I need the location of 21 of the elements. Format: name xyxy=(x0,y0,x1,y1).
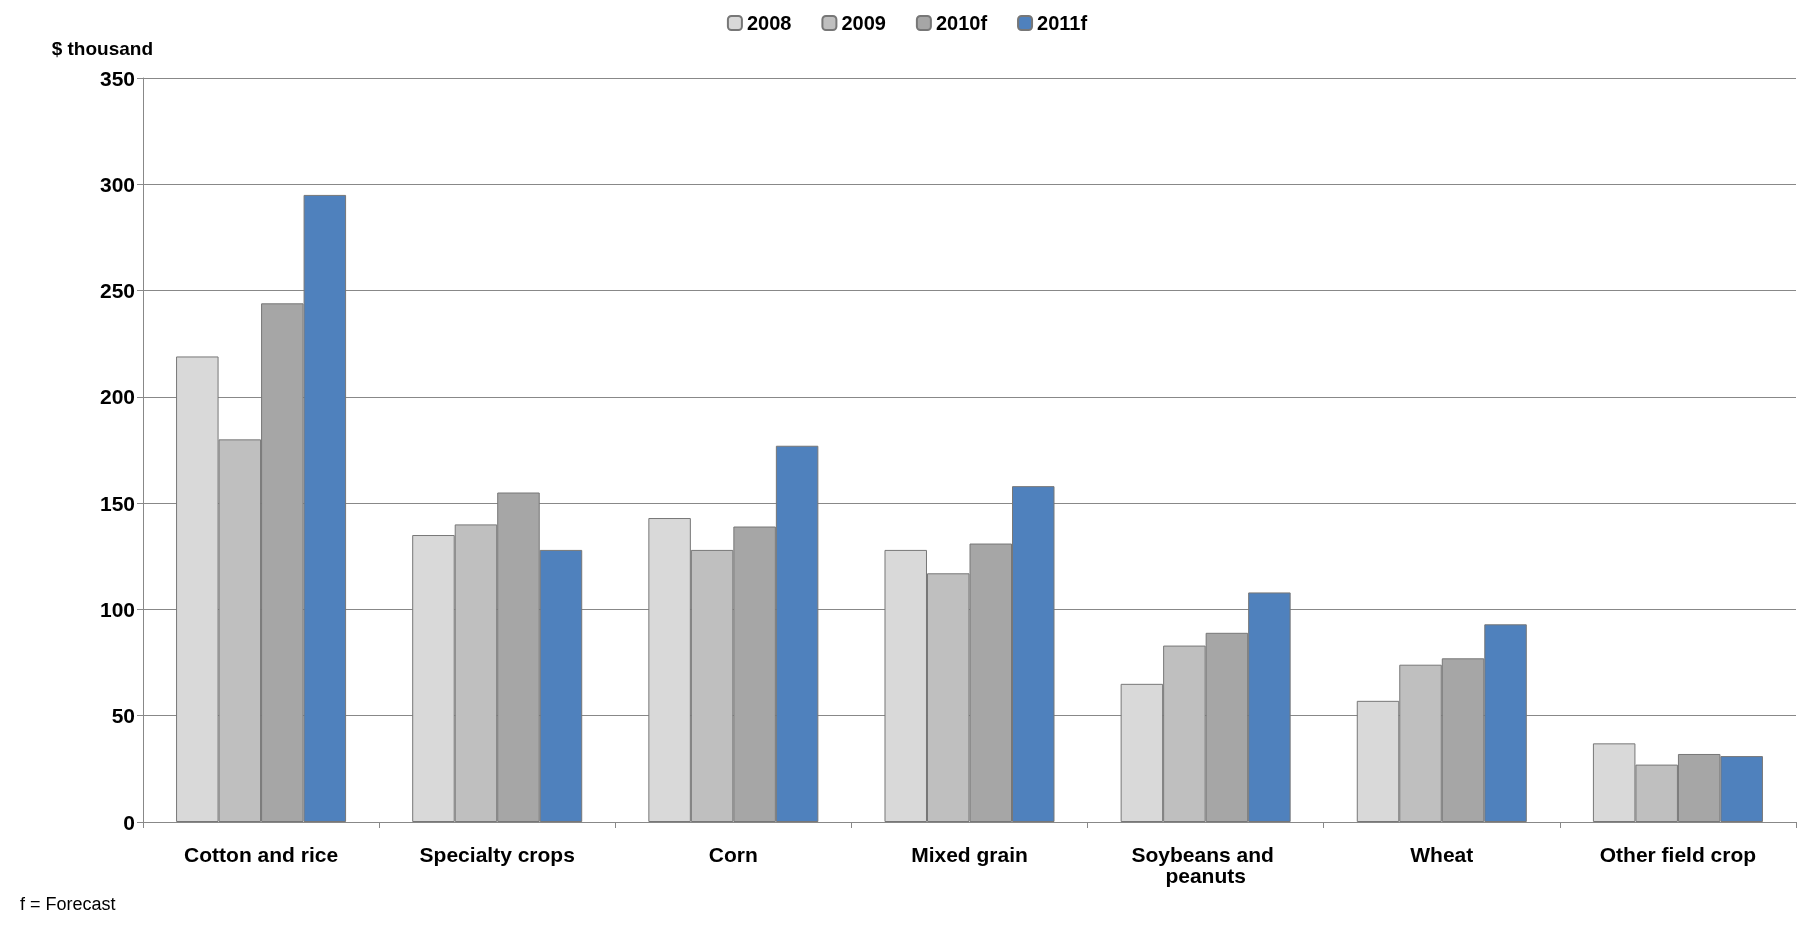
legend-label: 2010f xyxy=(935,12,988,34)
legend-label: 2008 xyxy=(746,12,792,34)
y-tick-label: 150 xyxy=(99,491,135,515)
legend-label: 2009 xyxy=(841,12,886,34)
x-tick-label: Other field crop xyxy=(1599,843,1757,866)
x-tick-label: Mixed grain xyxy=(911,843,1028,866)
y-tick-label: 250 xyxy=(99,279,135,303)
y-tick-label: 200 xyxy=(99,385,135,409)
x-tick-label: Wheat xyxy=(1410,843,1474,866)
x-tick-label: Corn xyxy=(708,843,758,866)
y-axis-title: $ thousand xyxy=(51,38,153,59)
x-tick-label: Specialty crops xyxy=(419,843,575,866)
y-tick-label: 350 xyxy=(99,66,135,90)
y-tick-label: 0 xyxy=(123,810,135,834)
y-tick-label: 300 xyxy=(99,172,135,196)
legend-label: 2011f xyxy=(1037,12,1088,34)
text: f = Forecast xyxy=(20,894,116,914)
x-tick-label: Cotton and rice xyxy=(184,843,339,866)
y-tick-label: 50 xyxy=(111,704,135,728)
x-tick-label: Soybeans and peanuts xyxy=(1131,843,1280,887)
y-tick-label: 100 xyxy=(99,597,135,621)
